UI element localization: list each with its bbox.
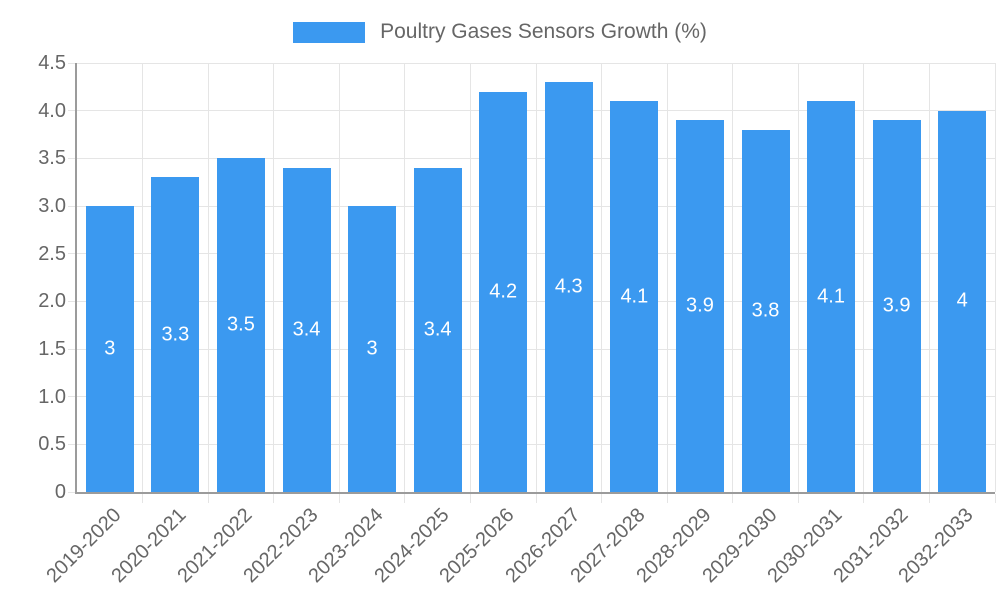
y-tick-mark xyxy=(68,157,75,159)
x-tick-mark xyxy=(732,494,734,503)
x-tick-mark xyxy=(994,494,996,503)
bar[interactable]: 4 xyxy=(938,110,987,492)
bar[interactable]: 3.4 xyxy=(413,167,462,492)
bar-value-label: 3 xyxy=(366,337,378,360)
x-tick-mark xyxy=(142,494,144,503)
x-tick-mark xyxy=(469,494,471,503)
bar-value-label: 3.8 xyxy=(751,299,780,322)
y-tick-label: 1.5 xyxy=(38,338,66,360)
gridline-vertical xyxy=(469,63,471,492)
bar[interactable]: 4.2 xyxy=(479,91,528,492)
y-tick-mark xyxy=(68,300,75,302)
bar[interactable]: 3.5 xyxy=(216,158,265,492)
y-tick-mark xyxy=(68,396,75,398)
y-tick-mark xyxy=(68,443,75,445)
bar[interactable]: 3 xyxy=(85,206,134,492)
x-tick-mark xyxy=(273,494,275,503)
legend[interactable]: Poultry Gases Sensors Growth (%) xyxy=(0,20,1000,44)
y-tick-label: 2.5 xyxy=(38,242,66,265)
x-tick-mark xyxy=(797,494,799,503)
y-tick-mark xyxy=(68,253,75,255)
y-tick-mark xyxy=(68,348,75,350)
bar-value-label: 4.1 xyxy=(817,285,845,308)
bar-value-label: 4.2 xyxy=(489,280,518,303)
bar[interactable]: 3.4 xyxy=(282,167,331,492)
bar[interactable]: 3.9 xyxy=(675,120,724,492)
plot-area: 3 3.3 3.5 3.4 3 3.4 4.2 4.3 4.1 3.9 3.8 4.1 3.9 4 xyxy=(68,62,996,503)
y-tick-label: 0 xyxy=(54,481,66,503)
bar[interactable]: 3.3 xyxy=(151,177,200,492)
bar-value-label: 4.1 xyxy=(620,285,649,308)
gridline-vertical xyxy=(666,63,668,492)
y-tick-label: 4.0 xyxy=(38,99,66,122)
gridline-vertical xyxy=(404,63,406,492)
y-tick-label: 3.5 xyxy=(38,147,66,170)
gridline-vertical xyxy=(338,63,340,492)
gridline-vertical xyxy=(928,63,930,492)
x-tick-mark xyxy=(207,494,209,503)
gridline-vertical xyxy=(797,63,799,492)
bar[interactable]: 3 xyxy=(348,206,397,492)
y-tick-label: 1.0 xyxy=(38,385,66,408)
legend-swatch-icon[interactable] xyxy=(293,21,366,43)
y-tick-mark xyxy=(68,110,75,112)
bar[interactable]: 3.9 xyxy=(872,120,921,492)
gridline-vertical xyxy=(142,63,144,492)
bar-value-label: 3.4 xyxy=(292,318,321,341)
x-tick-mark xyxy=(601,494,603,503)
bar-value-label: 3.3 xyxy=(161,323,190,346)
bar-value-label: 3.5 xyxy=(227,313,255,336)
gridline-vertical xyxy=(207,63,209,492)
bar-value-label: 3.9 xyxy=(686,294,714,317)
bar-value-label: 3 xyxy=(104,337,116,360)
x-tick-mark xyxy=(928,494,930,503)
x-tick-mark xyxy=(863,494,865,503)
y-tick-label: 3.0 xyxy=(38,195,66,217)
gridline-vertical xyxy=(994,63,996,492)
y-tick-label: 4.5 xyxy=(38,52,66,74)
x-tick-mark xyxy=(404,494,406,503)
gridline-vertical xyxy=(863,63,865,492)
gridline-vertical xyxy=(535,63,537,492)
bar-value-label: 4 xyxy=(956,289,968,312)
x-tick-mark xyxy=(338,494,340,503)
x-tick-mark xyxy=(535,494,537,503)
bar[interactable]: 4.3 xyxy=(544,82,593,492)
gridline-vertical xyxy=(273,63,275,492)
y-tick-label: 2.0 xyxy=(38,290,66,313)
y-tick-label: 0.5 xyxy=(38,433,66,456)
y-tick-mark xyxy=(68,491,75,493)
bar-value-label: 3.9 xyxy=(882,294,911,317)
bar[interactable]: 4.1 xyxy=(807,101,856,492)
bar-value-label: 3.4 xyxy=(423,318,452,341)
bar[interactable]: 4.1 xyxy=(610,101,659,492)
legend-label: Poultry Gases Sensors Growth (%) xyxy=(380,20,707,43)
bar-value-label: 4.3 xyxy=(554,275,583,298)
gridline-vertical xyxy=(601,63,603,492)
gridline-vertical xyxy=(732,63,734,492)
bar[interactable]: 3.8 xyxy=(741,129,790,492)
y-tick-mark xyxy=(68,205,75,207)
y-tick-mark xyxy=(68,62,75,64)
x-tick-mark xyxy=(666,494,668,503)
